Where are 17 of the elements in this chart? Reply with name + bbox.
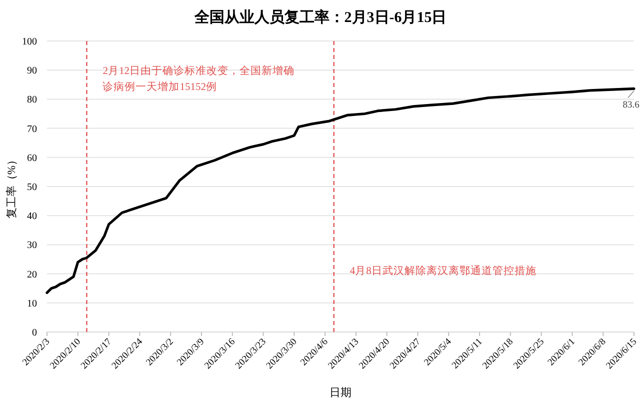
y-tick-label: 0 — [32, 328, 37, 338]
y-tick-label: 90 — [27, 66, 37, 77]
y-tick-label: 50 — [27, 182, 37, 193]
chart-title: 全国从业人员复工率：2月3日-6月15日 — [193, 8, 447, 26]
y-tick-label: 60 — [27, 152, 37, 164]
y-tick-label: 20 — [27, 269, 37, 280]
y-tick-label: 30 — [27, 240, 37, 252]
y-tick-label: 80 — [27, 94, 37, 106]
y-axis-title: 复工率（%） — [5, 154, 18, 219]
ref-line-label: 4月8日武汉解除离汉离鄂通道管控措施 — [350, 264, 536, 277]
x-axis-title: 日期 — [330, 387, 352, 399]
y-tick-label: 70 — [27, 124, 37, 135]
y-tick-label: 40 — [27, 211, 37, 222]
y-tick-label: 100 — [22, 36, 37, 48]
ref-line-label: 2月12日由于确诊标准改变，全国新增确诊病例一天增加15152例 — [102, 64, 294, 93]
y-tick-label: 10 — [27, 298, 37, 310]
annotation: 83.6 — [622, 100, 640, 111]
